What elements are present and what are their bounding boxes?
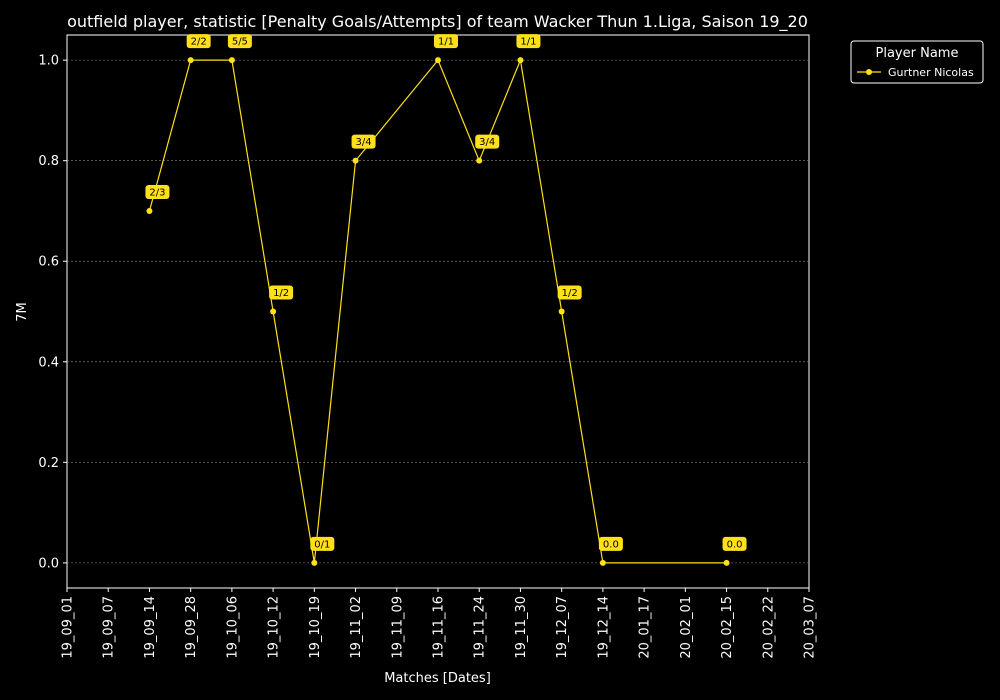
- data-label-box: [351, 134, 376, 149]
- data-point: [146, 207, 153, 214]
- data-point: [558, 308, 565, 315]
- data-label-box: [434, 34, 458, 49]
- x-tick-label: 19_11_02: [349, 596, 364, 659]
- legend-title: Player Name: [876, 46, 959, 61]
- x-tick-label: 19_09_01: [61, 596, 76, 659]
- data-point: [352, 157, 359, 164]
- data-label: 3/4: [479, 137, 495, 148]
- data-label: 2/2: [191, 37, 207, 48]
- x-tick-label: 20_01_17: [638, 596, 653, 659]
- legend-box: [850, 40, 984, 84]
- x-tick-label: 19_11_16: [432, 596, 447, 659]
- x-tick-label: 20_03_07: [803, 596, 818, 659]
- data-label-box: [516, 34, 541, 49]
- data-label-box: [227, 34, 252, 49]
- x-tick-label: 19_11_24: [473, 596, 488, 659]
- data-label-box: [269, 285, 294, 300]
- data-label-box: [557, 285, 582, 300]
- data-point: [517, 57, 524, 64]
- data-label: 0.0: [603, 539, 619, 550]
- x-tick-label: 20_02_15: [720, 596, 735, 659]
- data-point: [476, 157, 483, 164]
- data-label: 2/3: [149, 187, 165, 198]
- x-tick-label: 19_09_14: [143, 596, 158, 659]
- data-label-box: [722, 536, 747, 551]
- data-point: [311, 559, 318, 566]
- data-point: [599, 559, 606, 566]
- x-tick-label: 19_12_07: [555, 596, 570, 659]
- y-tick-label: 0.2: [38, 456, 59, 471]
- y-tick-label: 0.8: [38, 154, 59, 169]
- data-label-box: [310, 536, 335, 551]
- data-labels: 2/3 2/2 5/5 1/2 0/1 3/4 1/1 3/4 1/1 1/2 0.0 0.0: [145, 34, 747, 551]
- x-tick-label: 20_02_22: [761, 596, 776, 659]
- y-tick-label: 0.0: [38, 556, 59, 571]
- series-layer: [146, 57, 730, 566]
- data-point: [435, 57, 441, 64]
- data-label: 0/1: [314, 539, 330, 550]
- x-axis-label: Matches [Dates]: [384, 671, 491, 686]
- x-tick-label: 19_09_07: [102, 596, 117, 659]
- data-point: [187, 57, 194, 64]
- plot-area: [66, 34, 810, 589]
- data-label-box: [598, 536, 623, 551]
- x-tick-label: 19_09_28: [184, 596, 199, 659]
- data-label: 5/5: [232, 37, 248, 48]
- data-point: [228, 57, 235, 64]
- data-point: [270, 308, 277, 315]
- data-label: 1/2: [562, 288, 578, 299]
- chart-title: outfield player, statistic [Penalty Goal…: [67, 12, 808, 32]
- data-label: 1/1: [520, 37, 536, 48]
- legend-entry-label: Gurtner Nicolas: [888, 66, 974, 79]
- data-label-box: [186, 34, 211, 49]
- data-label: 0.0: [727, 539, 743, 550]
- series-line: [148, 57, 727, 564]
- data-label-box: [475, 134, 500, 149]
- y-tick-label: 1.0: [38, 54, 59, 69]
- legend-dot-marker: [866, 69, 872, 75]
- x-tick-label: 19_12_14: [596, 596, 611, 659]
- x-tick-label: 19_11_30: [514, 596, 529, 659]
- x-tick-label: 19_10_06: [225, 596, 240, 659]
- data-label: 1/1: [438, 37, 454, 48]
- data-label: 3/4: [356, 137, 372, 148]
- data-label: 1/2: [273, 288, 289, 299]
- legend: Player Name Gurtner Nicolas: [850, 40, 984, 84]
- x-tick-label: 19_10_19: [308, 596, 323, 659]
- y-tick-label: 0.6: [38, 255, 59, 270]
- x-axis-ticks: 19_09_01 19_09_07 19_09_14 19_09_28 19_10_06…: [61, 588, 818, 659]
- x-tick-label: 20_02_01: [679, 596, 694, 659]
- y-axis-label: 7M: [15, 302, 30, 322]
- x-tick-label: 19_10_12: [267, 596, 282, 659]
- data-label-box: [145, 184, 170, 199]
- y-axis-ticks: 0.0 0.2 0.4 0.6 0.8 1.0: [38, 54, 67, 571]
- x-tick-label: 19_11_09: [390, 596, 405, 659]
- data-point: [723, 559, 730, 566]
- y-tick-label: 0.4: [38, 355, 59, 370]
